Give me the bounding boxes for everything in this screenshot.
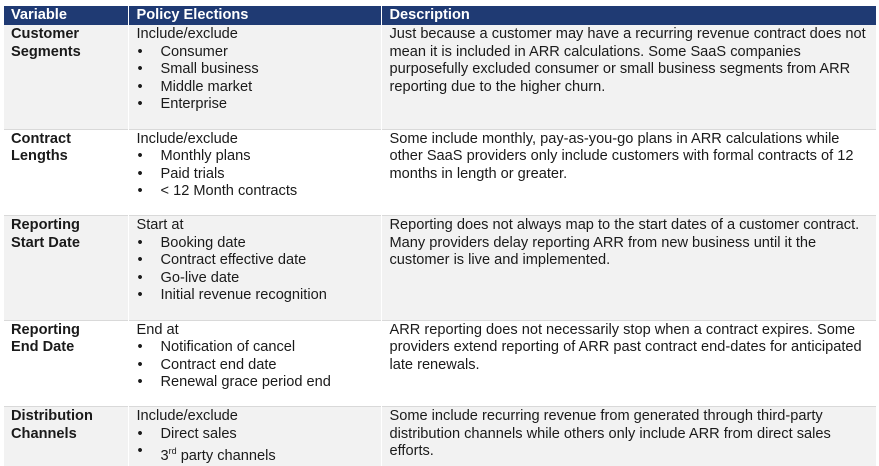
list-item: Initial revenue recognition	[137, 287, 373, 305]
policy-cell: End at Notification of cancel Contract e…	[127, 320, 381, 407]
list-item: < 12 Month contracts	[137, 183, 373, 201]
policy-lead: Include/exclude	[136, 26, 238, 42]
variable-cell: Contract Lengths	[4, 129, 128, 216]
policy-lead: Include/exclude	[136, 408, 238, 424]
variable-label-line1: Reporting	[11, 217, 80, 233]
policy-cell: Include/exclude Monthly plans Paid trial…	[127, 129, 381, 216]
list-item: Booking date	[137, 235, 373, 253]
variable-label-line1: Distribution	[11, 408, 93, 424]
variable-cell: Reporting End Date	[4, 320, 128, 407]
policy-lead: Include/exclude	[136, 130, 238, 147]
policy-bullet-list: Direct sales 3rd party channels	[137, 426, 373, 466]
table-row-distribution-channels: Distribution Channels Include/exclude Di…	[4, 407, 876, 466]
policy-bullet-list: Booking date Contract effective date Go-…	[137, 235, 373, 305]
list-item: Contract effective date	[137, 252, 373, 270]
variable-label-line2: Segments	[11, 43, 81, 60]
list-item: Small business	[137, 61, 373, 79]
list-item: Consumer	[137, 44, 373, 62]
list-item: Monthly plans	[137, 148, 373, 166]
list-item: Enterprise	[137, 96, 373, 114]
list-item: Paid trials	[137, 166, 373, 184]
description-cell: Reporting does not always map to the sta…	[380, 216, 876, 320]
header-variable: Variable	[4, 6, 128, 25]
description-cell: ARR reporting does not necessarily stop …	[380, 320, 876, 407]
description-cell: Just because a customer may have a recur…	[380, 25, 876, 129]
policy-bullet-list: Consumer Small business Middle market En…	[137, 44, 373, 114]
policy-lead: Start at	[136, 217, 184, 233]
variable-label-line1: Contract	[11, 130, 71, 147]
variable-cell: Reporting Start Date	[4, 216, 128, 320]
variable-label-line1: Reporting	[11, 321, 80, 338]
policy-cell: Include/exclude Direct sales 3rd party c…	[127, 407, 381, 466]
variable-label-line2: Lengths	[11, 148, 68, 165]
variable-label-line2: End Date	[11, 339, 75, 356]
variable-cell: Customer Segments	[4, 25, 128, 129]
variable-label-line2: Start Date	[11, 234, 80, 251]
variable-label-line1: Customer	[11, 26, 80, 42]
list-item: Contract end date	[137, 357, 373, 375]
policy-bullet-list: Monthly plans Paid trials < 12 Month con…	[137, 148, 373, 201]
table-row-reporting-end-date: Reporting End Date End at Notification o…	[4, 320, 876, 407]
table-header-row: Variable Policy Elections Description	[4, 6, 876, 25]
table-row-contract-lengths: Contract Lengths Include/exclude Monthly…	[4, 129, 876, 216]
list-item: Go-live date	[137, 270, 373, 288]
list-item: 3rd party channels	[137, 443, 373, 465]
list-item: Direct sales	[137, 426, 373, 444]
policy-bullet-list: Notification of cancel Contract end date…	[137, 339, 373, 392]
table-row-customer-segments: Customer Segments Include/exclude Consum…	[4, 25, 876, 129]
header-policy-elections: Policy Elections	[127, 6, 381, 25]
policy-cell: Include/exclude Consumer Small business …	[127, 25, 381, 129]
list-item: Renewal grace period end	[137, 374, 373, 392]
variable-cell: Distribution Channels	[4, 407, 128, 466]
variable-label-line2: Channels	[11, 425, 77, 442]
policy-lead: End at	[136, 321, 179, 338]
description-cell: Some include monthly, pay-as-you-go plan…	[380, 129, 876, 216]
header-description: Description	[380, 6, 876, 25]
list-item: Notification of cancel	[137, 339, 373, 357]
policy-cell: Start at Booking date Contract effective…	[127, 216, 381, 320]
list-item: Middle market	[137, 79, 373, 97]
table-row-reporting-start-date: Reporting Start Date Start at Booking da…	[4, 216, 876, 320]
description-cell: Some include recurring revenue from gene…	[380, 407, 876, 466]
policy-elections-table: Variable Policy Elections Description Cu…	[4, 6, 876, 466]
